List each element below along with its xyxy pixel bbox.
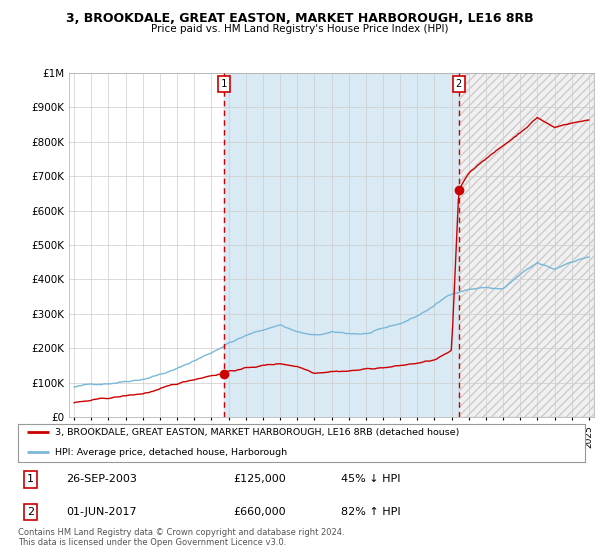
Text: 45% ↓ HPI: 45% ↓ HPI <box>341 474 401 484</box>
Text: 1: 1 <box>27 474 34 484</box>
Text: 26-SEP-2003: 26-SEP-2003 <box>66 474 137 484</box>
Text: 1: 1 <box>221 79 227 89</box>
Bar <box>459 73 594 417</box>
Text: HPI: Average price, detached house, Harborough: HPI: Average price, detached house, Harb… <box>55 447 287 456</box>
Text: Contains HM Land Registry data © Crown copyright and database right 2024.
This d: Contains HM Land Registry data © Crown c… <box>18 528 344 547</box>
Text: 82% ↑ HPI: 82% ↑ HPI <box>341 507 401 517</box>
Text: 2: 2 <box>455 79 462 89</box>
Text: 2: 2 <box>27 507 34 517</box>
Bar <box>224 73 459 417</box>
Text: Price paid vs. HM Land Registry's House Price Index (HPI): Price paid vs. HM Land Registry's House … <box>151 24 449 34</box>
Text: 3, BROOKDALE, GREAT EASTON, MARKET HARBOROUGH, LE16 8RB (detached house): 3, BROOKDALE, GREAT EASTON, MARKET HARBO… <box>55 428 459 437</box>
Text: 01-JUN-2017: 01-JUN-2017 <box>66 507 137 517</box>
Text: £660,000: £660,000 <box>233 507 286 517</box>
Text: 3, BROOKDALE, GREAT EASTON, MARKET HARBOROUGH, LE16 8RB: 3, BROOKDALE, GREAT EASTON, MARKET HARBO… <box>66 12 534 25</box>
Text: £125,000: £125,000 <box>233 474 286 484</box>
